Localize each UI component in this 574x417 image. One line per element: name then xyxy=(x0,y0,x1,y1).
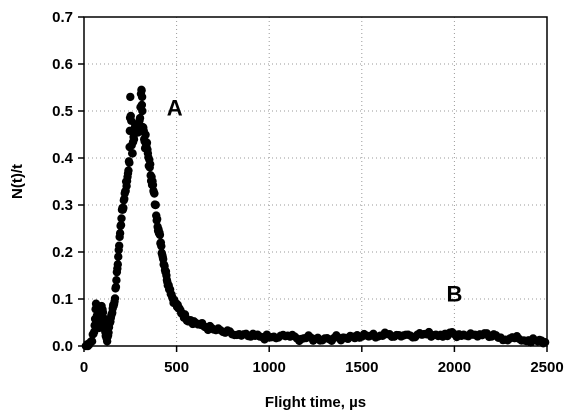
y-tick-label: 0.1 xyxy=(52,291,73,308)
y-tick-label: 0.2 xyxy=(52,244,73,261)
data-point xyxy=(114,252,123,261)
data-point xyxy=(151,200,160,210)
y-tick-label: 0.4 xyxy=(52,150,74,167)
data-point xyxy=(155,230,165,240)
x-tick-label: 1500 xyxy=(345,359,378,376)
x-tick-label: 1000 xyxy=(253,359,286,376)
data-point xyxy=(150,189,159,198)
data-point xyxy=(114,241,124,250)
data-points xyxy=(81,85,550,351)
data-point xyxy=(152,214,162,224)
data-point xyxy=(115,229,125,238)
x-tick-label: 2000 xyxy=(438,359,471,376)
data-point xyxy=(137,92,147,102)
data-point xyxy=(126,92,135,102)
plot-frame xyxy=(83,16,548,347)
x-tick-label: 0 xyxy=(80,359,88,376)
data-point xyxy=(141,130,150,139)
data-point xyxy=(148,180,158,190)
y-tick-label: 0.3 xyxy=(52,197,73,214)
data-point xyxy=(87,337,97,346)
x-axis-title: Flight time, µs xyxy=(265,394,366,411)
y-tick-label: 0.7 xyxy=(52,9,73,26)
data-point xyxy=(111,282,121,292)
y-tick-label: 0.6 xyxy=(52,56,73,73)
data-point xyxy=(117,214,126,223)
y-tick-label: 0.5 xyxy=(52,103,73,120)
data-point xyxy=(137,100,147,110)
y-tick-label: 0.0 xyxy=(52,338,73,355)
data-point xyxy=(135,113,145,123)
y-axis-title: N(t)/t xyxy=(9,164,26,199)
x-tick-label: 2500 xyxy=(530,359,563,376)
data-point xyxy=(142,138,152,147)
y-tick-labels: 0.0 0.1 0.2 0.3 0.4 0.5 0.6 0.7 xyxy=(52,9,74,355)
axis-ticks xyxy=(78,16,548,352)
x-tick-labels: 0 500 1000 1500 2000 2500 xyxy=(80,359,564,376)
x-tick-label: 500 xyxy=(164,359,189,376)
data-point xyxy=(540,338,550,347)
data-point xyxy=(138,106,147,116)
data-point xyxy=(110,294,120,303)
data-point xyxy=(128,149,137,158)
annotation-b: B xyxy=(446,281,462,306)
grid-lines xyxy=(84,17,547,346)
data-point xyxy=(112,276,121,285)
annotation-a: A xyxy=(167,96,183,121)
data-point xyxy=(146,159,155,169)
data-point xyxy=(119,203,128,213)
data-point xyxy=(124,166,133,175)
data-point xyxy=(157,241,166,251)
data-point xyxy=(113,260,122,269)
data-point xyxy=(116,220,126,230)
data-point xyxy=(125,158,134,167)
data-point xyxy=(129,135,139,144)
data-point xyxy=(137,86,146,95)
